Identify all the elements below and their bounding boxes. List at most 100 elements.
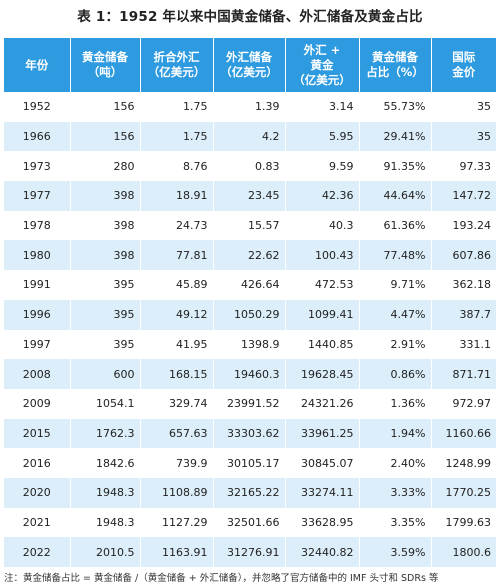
value-cell: 30105.17: [213, 448, 286, 478]
column-header-line: 国际: [452, 50, 476, 64]
footnote: 注：黄金储备占比 = 黄金储备 /（黄金储备 + 外汇储备），并忽略了官方储备中…: [4, 573, 439, 584]
column-header-3: 外汇储备 （亿美元）: [213, 38, 286, 92]
value-cell: 5.95: [285, 121, 360, 152]
value-cell: 44.64%: [359, 181, 432, 211]
column-header-5: 黄金储备 占比（%）: [359, 38, 432, 92]
value-cell: 24321.26: [285, 388, 360, 419]
value-cell: 9.71%: [359, 270, 432, 300]
value-cell: 1.75: [140, 121, 214, 152]
value-cell: 395: [70, 299, 141, 330]
value-cell: 42.36: [285, 181, 360, 211]
column-header-line: （亿美元）: [220, 65, 278, 79]
value-cell: 1398.9: [213, 329, 286, 360]
table-row: 1978 398 24.73 15.57 40.3 61.36% 193.24: [4, 210, 496, 241]
value-cell: 1.94%: [359, 418, 432, 449]
value-cell: 2.40%: [359, 448, 432, 478]
value-cell: 1.75: [140, 92, 214, 122]
value-cell: 280: [70, 151, 141, 182]
table-row: 1991 395 45.89 426.64 472.53 9.71% 362.18: [4, 270, 496, 300]
column-header-line: （亿美元）: [147, 65, 206, 79]
header-row: 年份 黄金储备 （吨） 折合外汇 （亿美元） 外汇储备 （亿美元） 外汇 + 黄金 （亿美元） 黄金…: [4, 38, 496, 92]
value-cell: 19628.45: [285, 359, 360, 389]
value-cell: 1099.41: [285, 299, 360, 330]
value-cell: 15.57: [213, 210, 286, 241]
column-header-line: 外汇 +: [303, 42, 341, 57]
value-cell: 472.53: [285, 270, 360, 300]
value-cell: 23991.52: [213, 388, 286, 419]
gold-reserves-table: 年份 黄金储备 （吨） 折合外汇 （亿美元） 外汇储备 （亿美元） 外汇 + 黄金 （亿美元） 黄金…: [4, 38, 496, 567]
value-cell: 91.35%: [359, 151, 432, 182]
value-cell: 147.72: [431, 181, 496, 211]
value-cell: 3.33%: [359, 477, 432, 508]
column-header-line: 黄金储备: [82, 50, 128, 64]
column-header-2: 折合外汇 （亿美元）: [140, 38, 214, 92]
table-row: 2022 2010.5 1163.91 31276.91 32440.82 3.59% 18…: [4, 537, 496, 567]
value-cell: 4.47%: [359, 299, 432, 330]
table-row: 1997 395 41.95 1398.9 1440.85 2.91% 331.1: [4, 329, 496, 360]
value-cell: 2.91%: [359, 329, 432, 360]
value-cell: 1948.3: [70, 507, 141, 538]
table-row: 1996 395 49.12 1050.29 1099.41 4.47% 387.7: [4, 299, 496, 330]
column-header-4: 外汇 + 黄金 （亿美元）: [285, 38, 360, 92]
value-cell: 1770.25: [431, 477, 496, 508]
value-cell: 40.3: [285, 210, 360, 241]
value-cell: 398: [70, 181, 141, 211]
value-cell: 600: [70, 359, 141, 389]
value-cell: 1440.85: [285, 329, 360, 360]
value-cell: 156: [70, 121, 141, 152]
value-cell: 1799.63: [431, 507, 496, 538]
value-cell: 31276.91: [213, 537, 286, 567]
value-cell: 1762.3: [70, 418, 141, 449]
value-cell: 3.35%: [359, 507, 432, 538]
table-row: 1977 398 18.91 23.45 42.36 44.64% 147.72: [4, 181, 496, 211]
value-cell: 972.97: [431, 388, 496, 419]
year-cell: 2021: [4, 507, 71, 538]
value-cell: 1.36%: [359, 388, 432, 419]
value-cell: 1127.29: [140, 507, 214, 538]
table-row: 2020 1948.3 1108.89 32165.22 33274.11 3.33% 17…: [4, 477, 496, 508]
column-header-0: 年份: [4, 38, 71, 92]
value-cell: 395: [70, 270, 141, 300]
value-cell: 24.73: [140, 210, 214, 241]
column-header-1: 黄金储备 （吨）: [70, 38, 141, 92]
value-cell: 23.45: [213, 181, 286, 211]
table-header: 年份 黄金储备 （吨） 折合外汇 （亿美元） 外汇储备 （亿美元） 外汇 + 黄金 （亿美元） 黄金…: [4, 38, 496, 92]
value-cell: 1108.89: [140, 477, 214, 508]
value-cell: 77.48%: [359, 240, 432, 271]
value-cell: 426.64: [213, 270, 286, 300]
column-header-line: 年份: [25, 57, 49, 72]
year-cell: 2009: [4, 388, 71, 419]
table-row: 2008 600 168.15 19460.3 19628.45 0.86% 871.71: [4, 359, 496, 389]
value-cell: 0.83: [213, 151, 286, 182]
value-cell: 19460.3: [213, 359, 286, 389]
year-cell: 1973: [4, 151, 71, 182]
column-header-line: 外汇储备: [226, 50, 272, 64]
value-cell: 657.63: [140, 418, 214, 449]
year-cell: 1977: [4, 181, 71, 211]
value-cell: 193.24: [431, 210, 496, 241]
value-cell: 30845.07: [285, 448, 360, 478]
column-header-line: 占比（%）: [366, 65, 424, 79]
value-cell: 1050.29: [213, 299, 286, 330]
value-cell: 32440.82: [285, 537, 360, 567]
value-cell: 395: [70, 329, 141, 360]
year-cell: 2022: [4, 537, 71, 567]
column-header-line: （亿美元）: [293, 72, 351, 87]
value-cell: 61.36%: [359, 210, 432, 241]
year-cell: 2008: [4, 359, 71, 389]
value-cell: 32501.66: [213, 507, 286, 538]
column-header-line: 黄金储备: [372, 50, 418, 64]
value-cell: 35: [431, 121, 496, 152]
value-cell: 871.71: [431, 359, 496, 389]
column-header-line: 黄金: [310, 57, 334, 72]
value-cell: 8.76: [140, 151, 214, 182]
value-cell: 156: [70, 92, 141, 122]
table-row: 2016 1842.6 739.9 30105.17 30845.07 2.40% 1248…: [4, 448, 496, 478]
column-header-line: 折合外汇: [153, 50, 200, 64]
value-cell: 1.39: [213, 92, 286, 122]
table-title: 表 1：1952 年以来中国黄金储备、外汇储备及黄金占比: [77, 9, 423, 25]
year-cell: 1997: [4, 329, 71, 360]
value-cell: 32165.22: [213, 477, 286, 508]
year-cell: 1978: [4, 210, 71, 241]
